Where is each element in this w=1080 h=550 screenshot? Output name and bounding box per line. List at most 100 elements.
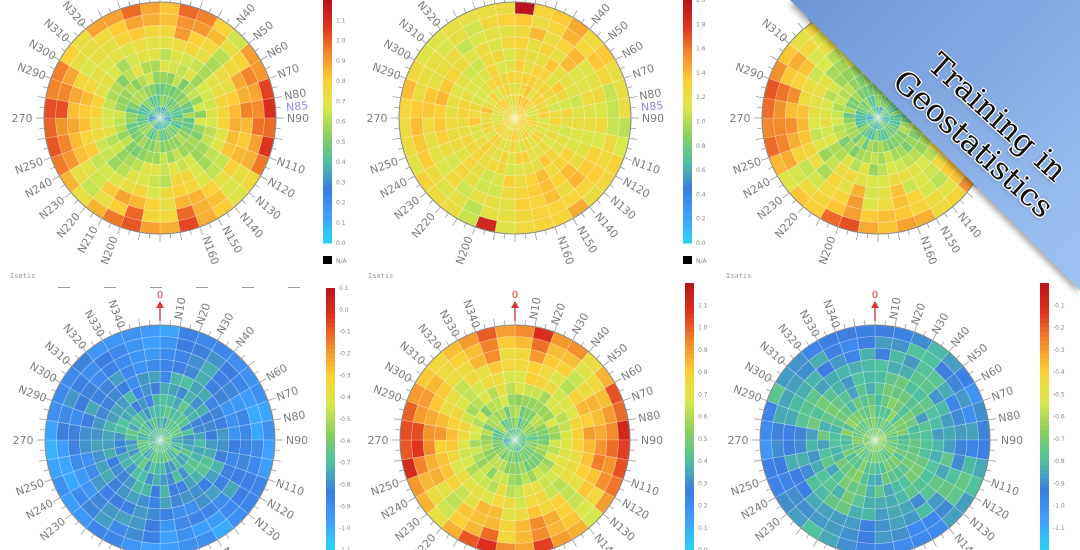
rose-cell: [498, 347, 516, 362]
rose-cell: [514, 496, 528, 510]
rose-cell: [616, 439, 631, 461]
rose-cell: [228, 117, 242, 133]
azimuth-tick: [393, 418, 402, 421]
rose-cell: [854, 324, 876, 339]
rose-cell: [505, 108, 516, 119]
colorbar-segment: [1040, 327, 1049, 333]
rose-cell: [433, 103, 447, 119]
azimuth-tick: [37, 137, 46, 140]
rose-cell: [510, 439, 516, 452]
azimuth-tick: [199, 226, 203, 235]
separator-dash: [242, 287, 254, 288]
azimuth-tick: [580, 533, 585, 539]
colorbar-segment: [1040, 354, 1049, 360]
rose-cell: [503, 433, 516, 441]
rose-cell: [880, 472, 892, 486]
rose-cell: [498, 518, 516, 533]
rose-cell: [159, 24, 177, 39]
rose-cell: [901, 456, 916, 470]
azimuth-label: N250: [14, 476, 46, 498]
azimuth-tick: [778, 48, 784, 52]
rose-cell: [163, 83, 173, 97]
rose-panel-1: N310 N300 N290 270 N250 N240 N230 N220 N210 N200 N…: [0, 0, 360, 275]
azimuth-label: N110: [629, 476, 661, 498]
rose-cell: [976, 419, 991, 441]
azimuth-tick: [117, 226, 121, 235]
rose-panel-2: N310 N300 N290 270 N250 N240 N230 N220 N200 N160 N…: [360, 0, 720, 275]
rose-cell: [961, 455, 978, 476]
azimuth-tick: [782, 192, 790, 199]
rose-cell: [514, 433, 527, 441]
rose-cell: [583, 103, 597, 119]
azimuth-tick: [780, 513, 788, 520]
colorbar: 1.1 1.0 0.9 0.8 0.7 0.6 0.5 0.4 0.3 0.2 0.1 0.0: [685, 283, 708, 550]
colorbar-segment: [1040, 523, 1049, 529]
azimuth-tick: [823, 331, 827, 336]
rose-cell: [204, 72, 221, 90]
azimuth-tick: [614, 378, 622, 383]
azimuth-tick: [628, 418, 637, 421]
rose-cell: [202, 419, 217, 433]
azimuth-label: N60: [620, 39, 646, 61]
rose-cell: [485, 466, 499, 481]
rose-cell: [159, 1, 181, 16]
colorbar-segment: [326, 301, 335, 307]
azimuth-tick: [553, 324, 558, 333]
rose-cell: [514, 541, 535, 550]
colorbar-segment: [326, 370, 335, 376]
azimuth-tick: [241, 32, 246, 37]
azimuth-label: N80: [997, 408, 1021, 425]
rose-cell: [167, 383, 181, 398]
azimuth-tick: [805, 341, 810, 347]
rose-cell: [549, 47, 568, 66]
colorbar-segment: [323, 198, 332, 204]
azimuth-label: N160: [917, 235, 939, 267]
azimuth-tick: [758, 469, 765, 472]
azimuth-label: N140: [955, 210, 984, 241]
rose-cell: [514, 108, 525, 119]
rose-cell: [445, 117, 459, 131]
colorbar-segment: [326, 501, 335, 507]
azimuth-tick: [51, 488, 56, 492]
rose-cell: [113, 109, 127, 119]
azimuth-label: N300: [27, 360, 59, 386]
colorbar-tick-label: 1.1: [698, 302, 708, 309]
rose-cell: [159, 439, 172, 445]
rose-cell: [503, 435, 516, 441]
azimuth-tick: [398, 86, 404, 89]
rose-cell: [558, 468, 576, 485]
colorbar-segment: [683, 44, 692, 50]
azimuth-tick: [596, 521, 601, 526]
rose-cell: [794, 425, 808, 441]
colorbar-segment: [685, 420, 694, 426]
rose-cell: [514, 324, 536, 339]
colorbar-segment: [326, 419, 335, 424]
azimuth-tick: [483, 1, 486, 7]
colorbar-tick-label: 0.7: [698, 391, 708, 398]
rose-cell: [874, 439, 887, 445]
colorbar-segment: [685, 541, 694, 547]
rose-cell: [176, 466, 190, 481]
azimuth-tick: [619, 166, 625, 170]
azimuth-tick: [808, 212, 812, 218]
colorbar-segment: [326, 414, 335, 420]
rose-cell: [863, 433, 876, 441]
rose-cell: [855, 541, 876, 550]
colorbar-tick-label: -0.4: [339, 394, 351, 401]
azimuth-label: 270: [13, 434, 34, 447]
rose-cell: [854, 383, 868, 398]
azimuth-tick: [753, 418, 762, 421]
azimuth-label: N130: [607, 515, 638, 544]
colorbar-segment: [323, 129, 332, 135]
colorbar-tick-label: 0.4: [698, 458, 708, 465]
rose-cell: [159, 197, 177, 212]
rose-cell: [953, 423, 968, 441]
azimuth-tick: [429, 521, 434, 526]
rose-cell: [506, 450, 514, 463]
colorbar-segment: [1040, 412, 1049, 418]
colorbar-tick-label: 0.8: [336, 78, 346, 85]
colorbar-segment: [1040, 291, 1049, 297]
rose-cell: [119, 410, 134, 424]
rose-cell: [454, 395, 472, 412]
